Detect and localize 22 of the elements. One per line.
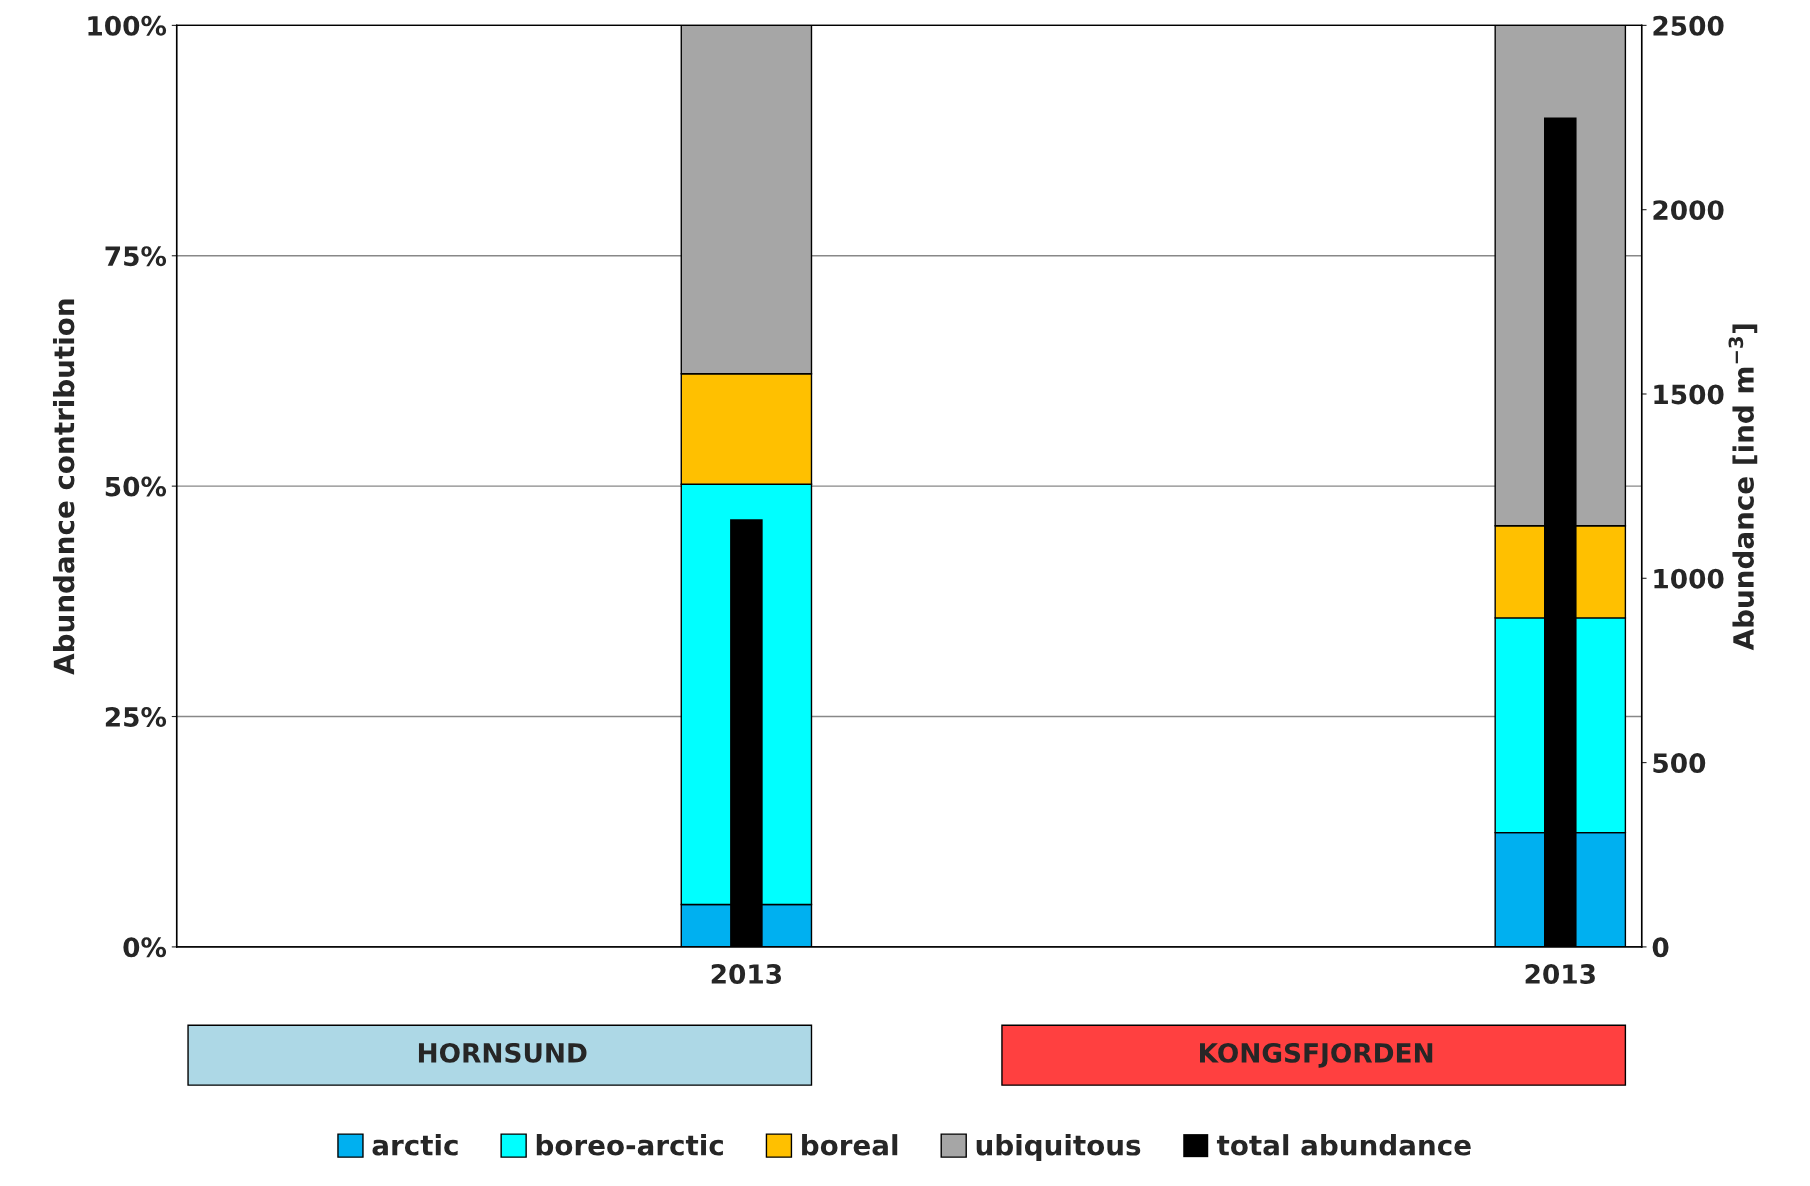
y2-tick-label: 1000 xyxy=(1654,568,1724,589)
legend-label: total abundance xyxy=(1216,1134,1471,1156)
text: HORNSUND xyxy=(418,1042,587,1063)
y-tick-label: 25% xyxy=(105,706,167,727)
legend-label: boreo-arctic xyxy=(536,1134,723,1156)
legend-label: boreal xyxy=(802,1134,898,1156)
y-tick-label: 0% xyxy=(123,937,167,958)
y-tick-label: 100% xyxy=(88,15,167,36)
text: KONGSFJORDEN xyxy=(1200,1042,1433,1068)
legend-label: ubiquitous xyxy=(976,1134,1141,1161)
y-axis-title: Abundance contribution xyxy=(52,299,75,675)
x-tick-label: 2013 xyxy=(711,964,782,984)
y2-tick-label: 0 xyxy=(1652,937,1669,958)
y2-tick-label: 2000 xyxy=(1653,200,1724,221)
y2-tick-label: 1500 xyxy=(1654,384,1724,405)
y-tick-label: 75% xyxy=(105,246,167,267)
y2-tick-label: 2500 xyxy=(1653,15,1724,36)
y2-tick-label: 500 xyxy=(1653,753,1706,773)
x-tick-label: 2013 xyxy=(1525,964,1595,984)
legend-label: arctic xyxy=(372,1134,458,1156)
y2-axis-title: Abundance [ind m$^{−3}$] xyxy=(1728,324,1758,651)
y-tick-label: 50% xyxy=(105,476,167,497)
